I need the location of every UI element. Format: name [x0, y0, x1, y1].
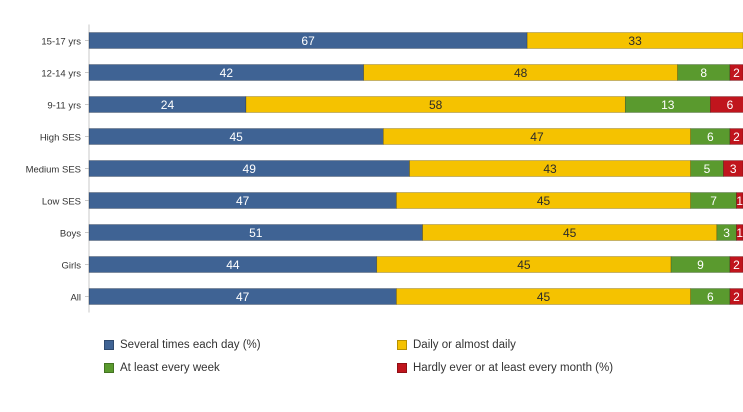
data-label-all-hardly-ever-or-at-least-every-month: 2 [733, 290, 740, 304]
bar-low-ses-at-least-every-week [690, 192, 737, 209]
data-label-girls-daily-or-almost-daily: 45 [517, 258, 531, 272]
data-label-high-ses-at-least-every-week: 6 [707, 130, 714, 144]
data-label-9-11-yrs-several-times-each-day: 24 [161, 98, 175, 112]
data-label-medium-ses-daily-or-almost-daily: 43 [543, 162, 557, 176]
data-label-girls-at-least-every-week: 9 [697, 258, 704, 272]
data-label-12-14-yrs-daily-or-almost-daily: 48 [514, 66, 528, 80]
category-label-low-ses: Low SES [42, 197, 81, 208]
data-label-low-ses-hardly-ever-or-at-least-every-month: 1 [736, 194, 743, 208]
bar-9-11-yrs-hardly-ever-or-at-least-every-month [709, 96, 743, 113]
data-label-9-11-yrs-at-least-every-week: 13 [661, 98, 675, 112]
bar-medium-ses-hardly-ever-or-at-least-every-month [723, 160, 743, 177]
data-label-boys-at-least-every-week: 3 [723, 226, 730, 240]
data-label-medium-ses-several-times-each-day: 49 [243, 162, 257, 176]
category-label-medium-ses: Medium SES [26, 165, 81, 176]
data-label-girls-hardly-ever-or-at-least-every-month: 2 [733, 258, 740, 272]
bar-low-ses-hardly-ever-or-at-least-every-month [736, 192, 743, 209]
data-label-15-17-yrs-daily-or-almost-daily: 33 [628, 34, 642, 48]
y-axis: 15-17 yrs 12-14 yrs 9-11 yrs High SES Medium… [26, 24, 90, 313]
category-label-15-17-yrs: 15-17 yrs [41, 37, 81, 48]
data-label-all-at-least-every-week: 6 [707, 290, 714, 304]
bar-boys-hardly-ever-or-at-least-every-month [736, 224, 743, 241]
data-label-12-14-yrs-hardly-ever-or-at-least-every-month: 2 [733, 66, 740, 80]
data-label-9-11-yrs-hardly-ever-or-at-least-every-month: 6 [727, 98, 734, 112]
data-label-12-14-yrs-several-times-each-day: 42 [220, 66, 234, 80]
bars: 67 33 42 48 8 2 24 58 13 6 45 47 6 2 49 43 5 3 47 45 7 1 51 45 3… [88, 32, 743, 305]
data-label-medium-ses-hardly-ever-or-at-least-every-month: 3 [730, 162, 737, 176]
data-label-15-17-yrs-several-times-each-day: 67 [301, 34, 315, 48]
category-label-all: All [70, 293, 81, 304]
data-label-low-ses-at-least-every-week: 7 [710, 194, 717, 208]
category-label-12-14-yrs: 12-14 yrs [41, 69, 81, 80]
category-label-9-11-yrs: 9-11 yrs [47, 101, 81, 112]
data-label-low-ses-several-times-each-day: 47 [236, 194, 250, 208]
data-label-9-11-yrs-daily-or-almost-daily: 58 [429, 98, 443, 112]
data-label-all-several-times-each-day: 47 [236, 290, 250, 304]
data-label-all-daily-or-almost-daily: 45 [537, 290, 551, 304]
data-label-12-14-yrs-at-least-every-week: 8 [700, 66, 707, 80]
data-label-high-ses-several-times-each-day: 45 [229, 130, 243, 144]
data-label-high-ses-hardly-ever-or-at-least-every-month: 2 [733, 130, 740, 144]
category-label-boys: Boys [60, 229, 81, 240]
category-label-high-ses: High SES [40, 133, 81, 144]
data-label-boys-several-times-each-day: 51 [249, 226, 263, 240]
bar-boys-daily-or-almost-daily [422, 224, 718, 241]
category-label-girls: Girls [61, 261, 81, 272]
data-label-medium-ses-at-least-every-week: 5 [704, 162, 711, 176]
data-label-boys-hardly-ever-or-at-least-every-month: 1 [736, 226, 743, 240]
data-label-low-ses-daily-or-almost-daily: 45 [537, 194, 551, 208]
data-label-girls-several-times-each-day: 44 [226, 258, 240, 272]
data-label-high-ses-daily-or-almost-daily: 47 [530, 130, 544, 144]
data-label-boys-daily-or-almost-daily: 45 [563, 226, 577, 240]
bar-15-17-yrs-daily-or-almost-daily [526, 32, 743, 49]
